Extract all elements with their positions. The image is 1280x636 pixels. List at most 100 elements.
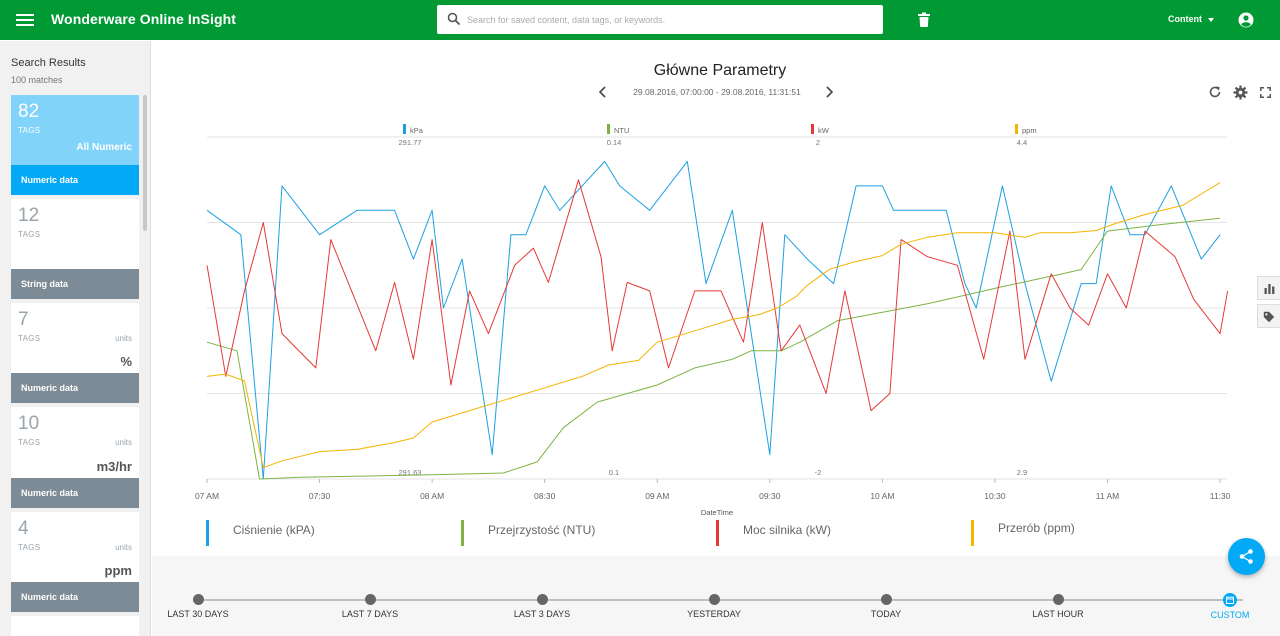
timeline-label: CUSTOM bbox=[1210, 610, 1250, 620]
series-max-label: 0.14 bbox=[607, 138, 622, 147]
series-min-label: 291.63 bbox=[399, 468, 422, 477]
chart-title: Główne Parametry bbox=[653, 62, 787, 79]
share-icon bbox=[1239, 549, 1253, 564]
app-title: Wonderware Online InSight bbox=[51, 11, 237, 27]
timeline-yesterday[interactable]: YESTERDAY bbox=[664, 594, 764, 619]
x-tick-label: 08 AM bbox=[420, 491, 444, 501]
legend-series-name: NTU bbox=[614, 126, 629, 135]
card-tags-label: TAGS bbox=[18, 438, 41, 447]
timeline-dot bbox=[880, 594, 892, 605]
result-card-flow[interactable]: 10 TAGS units m3/hr bbox=[11, 407, 139, 478]
legend-label: Przejrzystość (NTU) bbox=[488, 523, 596, 537]
refresh-icon[interactable] bbox=[1208, 85, 1222, 99]
search-icon bbox=[447, 12, 461, 26]
card-unit: % bbox=[120, 354, 132, 369]
settings-gear-icon[interactable] bbox=[1233, 85, 1248, 100]
legend-swatch bbox=[1015, 124, 1018, 134]
timeline-last-7-days[interactable]: LAST 7 DAYS bbox=[320, 594, 420, 619]
card-count: 82 bbox=[18, 101, 40, 122]
card-count: 12 bbox=[18, 205, 40, 226]
legend-color-swatch bbox=[716, 520, 719, 546]
hamburger-menu-icon[interactable] bbox=[14, 11, 36, 29]
legend-swatch bbox=[607, 124, 610, 134]
card-band[interactable]: Numeric data bbox=[11, 582, 139, 612]
x-tick-label: 10:30 bbox=[984, 491, 1006, 501]
timeline-dot bbox=[1052, 594, 1064, 605]
trash-icon[interactable] bbox=[917, 12, 931, 28]
timeline-last-3-days[interactable]: LAST 3 DAYS bbox=[492, 594, 592, 619]
result-card-ppm[interactable]: 4 TAGS units ppm bbox=[11, 512, 139, 582]
x-tick-label: 11:30 bbox=[1210, 491, 1231, 501]
x-tick-label: 09:30 bbox=[759, 491, 781, 501]
card-units-label: units bbox=[115, 334, 132, 343]
legend-label: Ciśnienie (kPA) bbox=[233, 523, 315, 537]
sidebar-scrollbar[interactable] bbox=[143, 95, 147, 231]
result-card-all-numeric[interactable]: 82 TAGS All Numeric bbox=[11, 95, 139, 175]
legend-swatch bbox=[811, 124, 814, 134]
series-max-label: 4.4 bbox=[1017, 138, 1027, 147]
result-card-string[interactable]: 12 TAGS bbox=[11, 199, 139, 269]
card-count: 4 bbox=[18, 518, 29, 539]
result-card-partial[interactable] bbox=[11, 616, 139, 636]
card-units-label: units bbox=[115, 543, 132, 552]
tag-icon bbox=[1263, 311, 1275, 323]
account-icon[interactable] bbox=[1238, 12, 1254, 28]
card-tags-label: TAGS bbox=[18, 230, 41, 239]
card-units-label: units bbox=[115, 438, 132, 447]
card-tags-label: TAGS bbox=[18, 334, 41, 343]
chevron-left-icon[interactable] bbox=[598, 86, 608, 98]
timeline-label: LAST 3 DAYS bbox=[513, 609, 571, 619]
result-card-percent[interactable]: 7 TAGS units % bbox=[11, 303, 139, 373]
x-tick-label: 07 AM bbox=[195, 491, 219, 501]
legend-color-swatch bbox=[971, 520, 974, 546]
timeline-label: LAST 30 DAYS bbox=[167, 609, 229, 619]
legend-series-name: kPa bbox=[410, 126, 424, 135]
series-min-label: -2 bbox=[815, 468, 822, 477]
card-band[interactable]: String data bbox=[11, 269, 139, 299]
timeline-label: LAST HOUR bbox=[1032, 609, 1084, 619]
x-tick-label: 07:30 bbox=[309, 491, 331, 501]
card-band[interactable]: Numeric data bbox=[11, 478, 139, 508]
series-line-ppm bbox=[206, 182, 1221, 469]
x-tick-label: 11 AM bbox=[1096, 491, 1119, 501]
content-dropdown[interactable]: Content bbox=[1168, 14, 1214, 24]
series-min-label: 2.9 bbox=[1017, 468, 1027, 477]
timeline-last-hour[interactable]: LAST HOUR bbox=[1008, 594, 1108, 619]
timeline-last-30-days[interactable]: LAST 30 DAYS bbox=[148, 594, 248, 619]
share-button[interactable] bbox=[1228, 538, 1265, 575]
x-tick-label: 10 AM bbox=[870, 491, 894, 501]
timeline-custom[interactable]: CUSTOM bbox=[1180, 593, 1280, 620]
search-input[interactable] bbox=[467, 10, 867, 29]
trend-chart[interactable]: 07 AM 07:30 08 AM 08:30 09 AM 09:30 10 AM 10:30… bbox=[0, 0, 1280, 520]
content-label: Content bbox=[1168, 14, 1202, 24]
legend-label: Moc silnika (kW) bbox=[743, 523, 832, 537]
chart-view-tab[interactable] bbox=[1257, 276, 1280, 300]
tags-view-tab[interactable] bbox=[1257, 304, 1280, 328]
bar-chart-icon bbox=[1264, 284, 1275, 294]
search-results-sidebar: Search Results 100 matches 82 TAGS All N… bbox=[0, 41, 151, 636]
timeline-dot bbox=[192, 594, 204, 605]
series-max-label: 291.77 bbox=[399, 138, 422, 147]
legend-series-name: kW bbox=[818, 126, 830, 135]
card-band[interactable]: Numeric data bbox=[11, 373, 139, 403]
series-line-ntu bbox=[206, 217, 1221, 480]
timeline-today[interactable]: TODAY bbox=[836, 594, 936, 619]
timeline-label: LAST 7 DAYS bbox=[341, 609, 399, 619]
series-line-kpa bbox=[206, 160, 1221, 480]
timeline-dot bbox=[536, 594, 548, 605]
card-tags-label: TAGS bbox=[18, 543, 41, 552]
match-count: 100 matches bbox=[11, 75, 63, 85]
calendar-icon bbox=[1223, 593, 1237, 607]
fullscreen-icon[interactable] bbox=[1260, 87, 1271, 98]
date-range: 29.08.2016, 07:00:00 - 29.08.2016, 11:31… bbox=[633, 87, 801, 97]
x-tick-label: 09 AM bbox=[645, 491, 669, 501]
timeline-dot bbox=[364, 594, 376, 605]
timeline-track bbox=[197, 599, 1243, 601]
chevron-right-icon[interactable] bbox=[824, 86, 834, 98]
time-range-timeline: LAST 30 DAYS LAST 7 DAYS LAST 3 DAYS YES… bbox=[152, 556, 1280, 636]
chevron-down-icon bbox=[1208, 17, 1214, 22]
sidebar-title: Search Results bbox=[11, 57, 86, 69]
legend-color-swatch bbox=[461, 520, 464, 546]
card-band[interactable]: Numeric data bbox=[11, 165, 139, 195]
card-count: 10 bbox=[18, 413, 40, 434]
